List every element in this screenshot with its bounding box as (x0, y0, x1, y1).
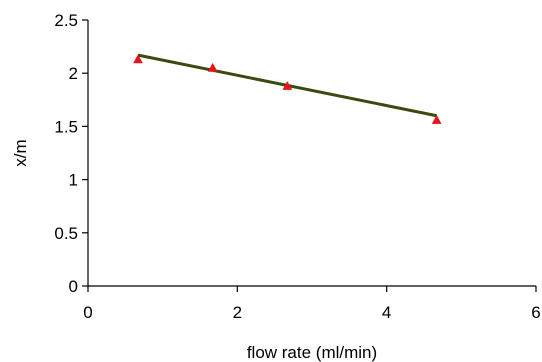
data-point-marker (133, 54, 143, 64)
y-tick-label: 2.5 (54, 11, 78, 30)
y-axis-title: x/m (11, 139, 30, 166)
y-tick-label: 1 (69, 171, 78, 190)
data-point-marker (282, 80, 293, 90)
x-axis-title: flow rate (ml/min) (247, 343, 377, 362)
y-tick-label: 0.5 (54, 224, 78, 243)
x-tick-label: 2 (233, 303, 242, 322)
data-point-marker (431, 115, 442, 124)
x-tick-label: 0 (83, 303, 92, 322)
y-tick-label: 2 (69, 64, 78, 83)
data-point-marker (207, 62, 218, 72)
y-tick-label: 0 (69, 277, 78, 296)
x-tick-label: 6 (531, 303, 540, 322)
x-tick-label: 4 (382, 303, 391, 322)
data-points (133, 54, 442, 124)
y-tick-label: 1.5 (54, 117, 78, 136)
axis-ticks: 0 0.5 1 1.5 2 2.5 0 2 4 6 (54, 11, 540, 322)
